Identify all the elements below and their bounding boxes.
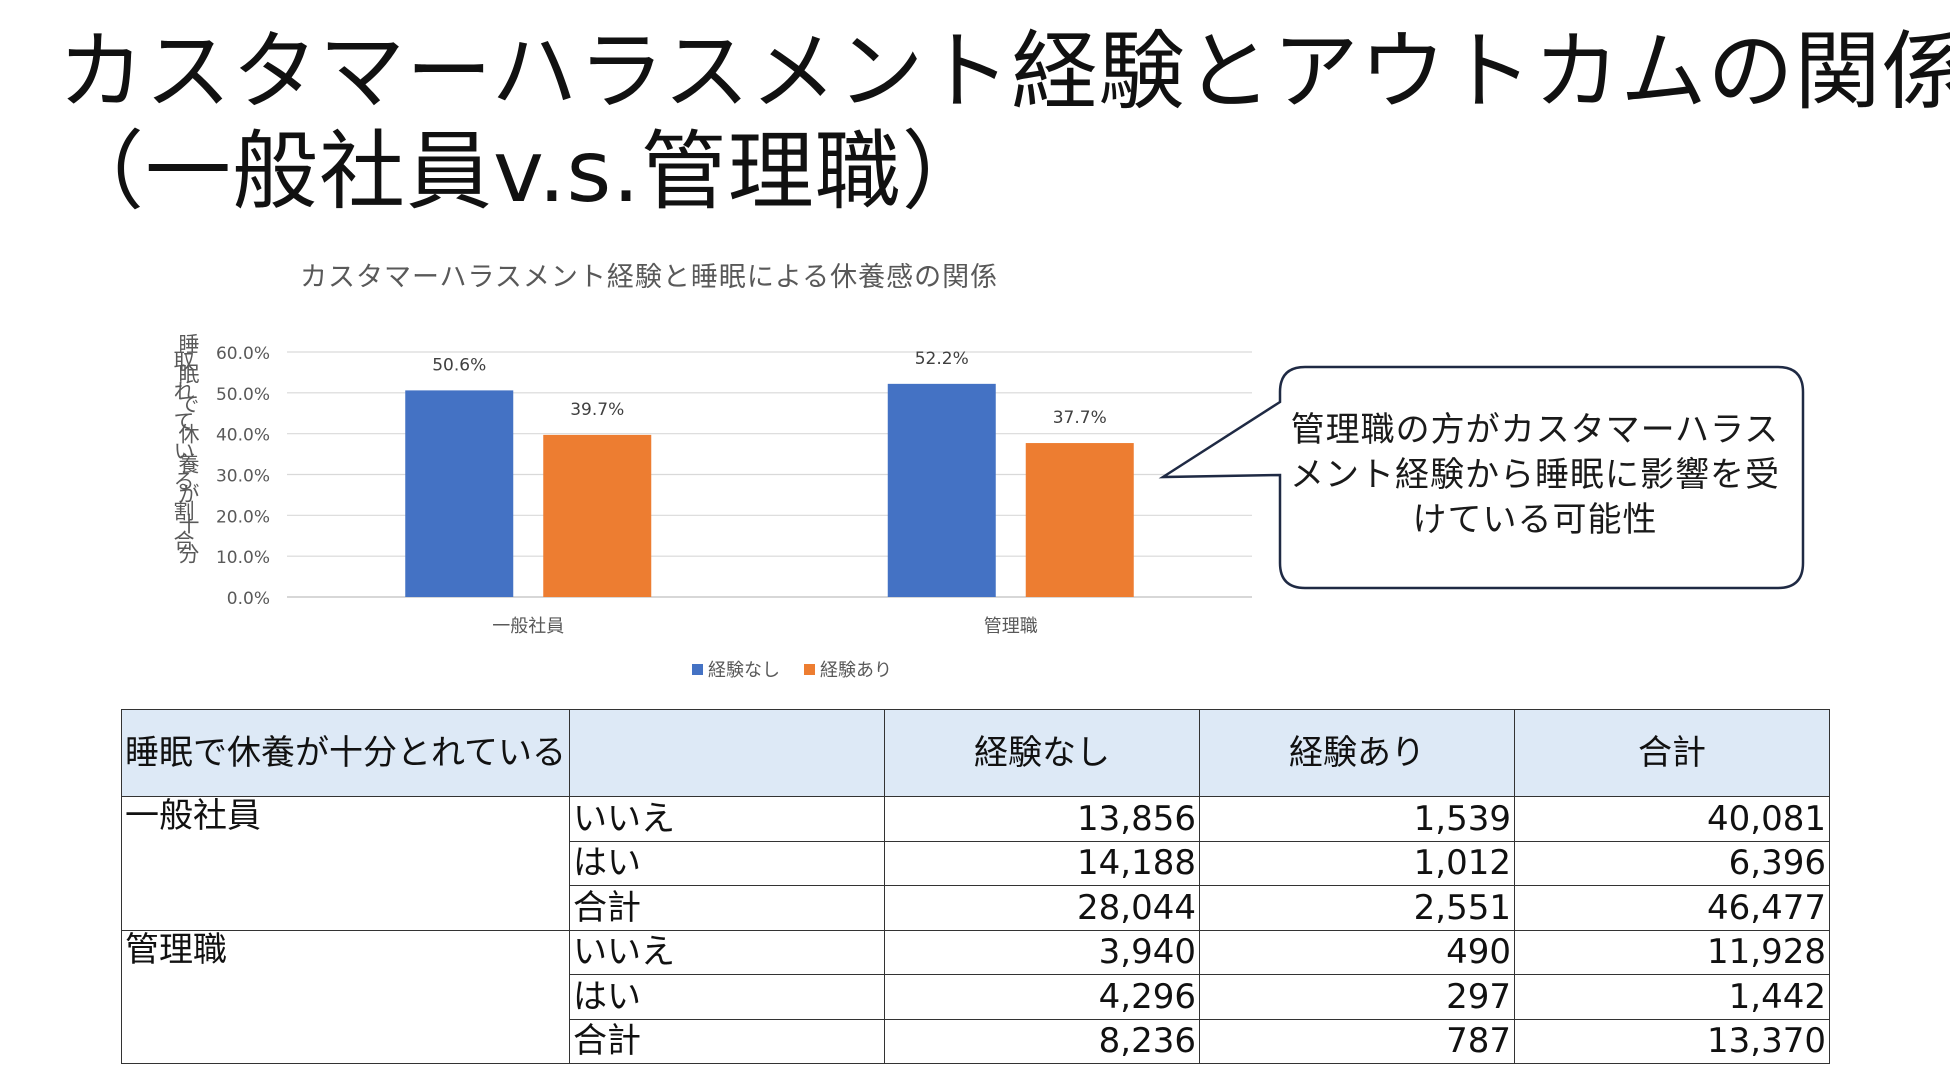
header-cell [568,709,885,797]
chart-bars: 50.6% 39.7% 52.2% 37.7% [405,349,1134,597]
data-label: 37.7% [1053,408,1107,428]
cell-value: 3,940 [883,929,1200,975]
bar [405,390,514,597]
chart-title: カスタマーハラスメント経験と睡眠による休養感の関係 [300,262,999,293]
cell-value: 297 [1198,974,1515,1020]
slide-title-line1: カスタマーハラスメント経験とアウトカムの関係 [58,22,1950,122]
cell-value: 2,551 [1198,885,1515,931]
y-axis-ticks: 0.0% 10.0% 20.0% 30.0% 40.0% 50.0% 60.0% [216,344,270,609]
table-header-row: 睡眠で休養が十分とれている 経験なし 経験あり 合計 [121,709,1830,797]
x-axis-categories: 一般社員 管理職 [492,616,1038,637]
callout-bubble [1158,365,1805,590]
table-row: 合計 8,236 787 13,370 [122,1018,1830,1064]
legend-label: 経験なし [708,660,780,681]
header-cell: 合計 [1513,709,1830,797]
header-cell: 睡眠で休養が十分とれている [121,709,570,797]
chart-legend: 経験なし 経験あり [692,660,892,681]
slide-title-line2: （一般社員v.s.管理職） [58,122,989,222]
y-tick-label: 60.0% [216,344,270,364]
row-label: 合計 [568,885,885,931]
cell-value: 1,442 [1513,974,1830,1020]
slide-title: カスタマーハラスメント経験とアウトカムの関係 （一般社員v.s.管理職） [58,22,1950,222]
header-cell: 経験なし [883,709,1200,797]
bar [543,434,652,597]
callout-text: 管理職の方がカスタマーハラスメント経験から睡眠に影響を受けている可能性 [1290,410,1780,540]
row-label: いいえ [568,796,885,842]
cell-value: 13,370 [1513,1018,1830,1064]
group-label: 一般社員 [121,796,570,931]
data-label: 39.7% [570,400,624,420]
cell-value: 28,044 [883,885,1200,931]
table-row: 管理職 いいえ 3,940 490 11,928 [121,929,1830,1064]
cell-value: 40,081 [1513,796,1830,842]
data-table: 睡眠で休養が十分とれている 経験なし 経験あり 合計 一般社員 いいえ 13,8… [121,709,1830,1064]
bar [1025,443,1134,597]
row-label: 合計 [568,1018,885,1064]
cell-value: 1,539 [1198,796,1515,842]
y-tick-label: 50.0% [216,385,270,405]
y-tick-label: 0.0% [227,589,270,609]
legend-swatch [804,664,815,675]
row-label: はい [568,974,885,1020]
header-cell: 経験あり [1198,709,1515,797]
cell-value: 14,188 [883,840,1200,886]
y-tick-label: 40.0% [216,426,270,446]
y-axis-label-line1: 睡眠で休養が十分 [176,333,200,573]
y-tick-label: 30.0% [216,467,270,487]
table-row: 合計 28,044 2,551 46,477 [122,885,1830,931]
cell-value: 13,856 [883,796,1200,842]
row-label: いいえ [568,929,885,975]
legend-swatch [692,664,703,675]
table-row: 一般社員 いいえ 13,856 1,539 40,081 [121,796,1830,931]
cell-value: 787 [1198,1018,1515,1064]
cell-value: 4,296 [883,974,1200,1020]
x-category-label: 管理職 [984,616,1038,637]
row-label: はい [568,840,885,886]
cell-value: 1,012 [1198,840,1515,886]
y-tick-label: 20.0% [216,507,270,527]
cell-value: 6,396 [1513,840,1830,886]
y-tick-label: 10.0% [216,548,270,568]
legend-label: 経験あり [820,660,892,681]
group-label: 管理職 [121,929,570,1064]
x-category-label: 一般社員 [492,616,564,637]
table-row: はい 4,296 297 1,442 [122,974,1830,1020]
data-label: 50.6% [432,355,486,375]
y-axis-label-line2: 取れている割合 [171,350,195,560]
bar [887,383,996,597]
cell-value: 490 [1198,929,1515,975]
data-label: 52.2% [915,349,969,369]
cell-value: 11,928 [1513,929,1830,975]
table-row: はい 14,188 1,012 6,396 [122,840,1830,886]
cell-value: 46,477 [1513,885,1830,931]
cell-value: 8,236 [883,1018,1200,1064]
